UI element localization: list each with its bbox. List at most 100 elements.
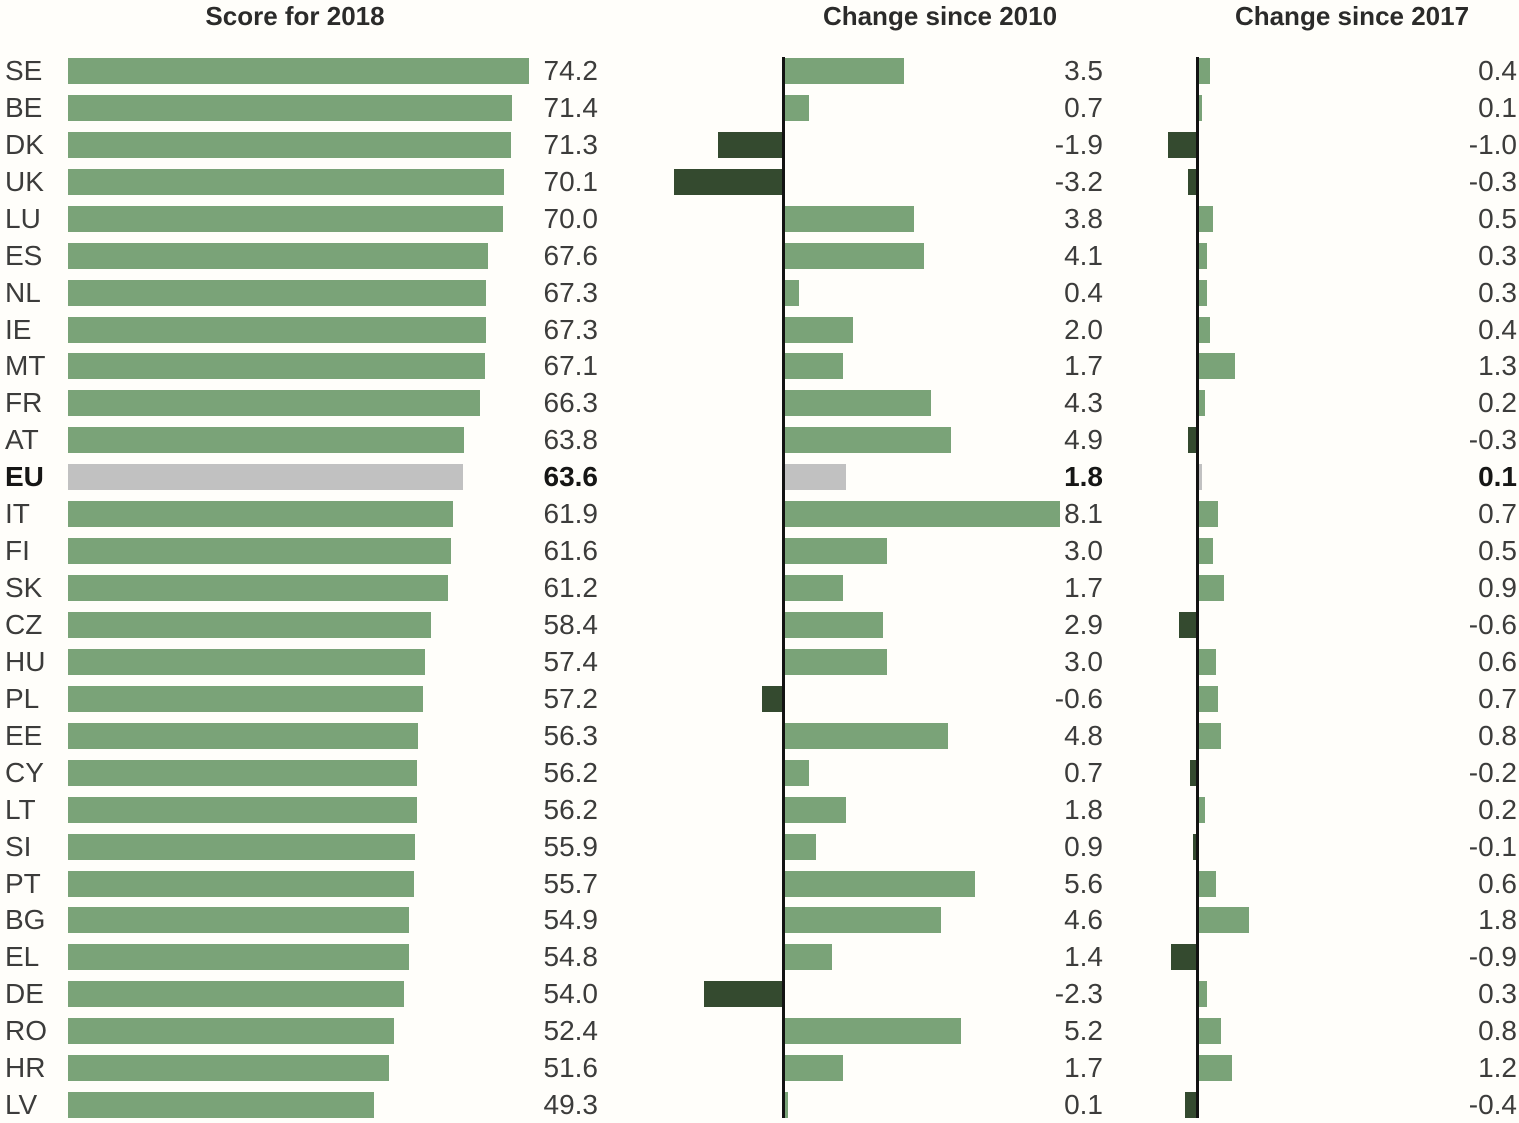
change-2010-value: 4.3 bbox=[1064, 387, 1103, 419]
change-2017-value: 0.5 bbox=[1478, 535, 1517, 567]
change-2010-bar bbox=[785, 833, 816, 860]
score-value: 57.4 bbox=[543, 645, 599, 677]
change-2010-bar bbox=[785, 58, 904, 84]
change-2010-value: 3.8 bbox=[1064, 202, 1103, 234]
score-bar bbox=[68, 1018, 394, 1045]
change-2017-bar bbox=[1184, 1092, 1196, 1118]
chart-row: EL 54.8 1.4 -0.9 bbox=[0, 941, 1519, 973]
score-value: 55.7 bbox=[543, 867, 599, 899]
change-2017-bar bbox=[1187, 427, 1196, 454]
chart-row: PL 57.2 -0.6 0.7 bbox=[0, 684, 1519, 714]
chart-row: DK 71.3 -1.9 -1.0 bbox=[0, 130, 1519, 160]
score-bar bbox=[68, 685, 424, 712]
score-bar bbox=[68, 353, 485, 380]
score-value: 71.4 bbox=[543, 91, 599, 123]
change-2010-value: 0.7 bbox=[1064, 91, 1103, 123]
change-2010-value: 0.4 bbox=[1064, 276, 1103, 308]
score-bar bbox=[68, 833, 416, 860]
change-2010-bar bbox=[785, 464, 847, 491]
country-label: HU bbox=[5, 645, 46, 677]
change-2017-value: -0.9 bbox=[1468, 941, 1517, 973]
country-label: DE bbox=[5, 978, 44, 1010]
change-2010-bar bbox=[785, 279, 799, 306]
country-label: BG bbox=[5, 904, 46, 936]
change-2010-bar bbox=[785, 1092, 789, 1118]
country-label: UK bbox=[5, 165, 44, 197]
country-label: IT bbox=[5, 498, 30, 530]
change-2017-value: 0.3 bbox=[1478, 978, 1517, 1010]
change-2010-bar bbox=[785, 316, 853, 343]
score-bar bbox=[68, 464, 464, 491]
change-2010-value: 0.1 bbox=[1064, 1089, 1103, 1120]
score-value: 63.8 bbox=[543, 424, 599, 456]
change-2010-bar bbox=[785, 242, 924, 269]
country-label: LT bbox=[5, 793, 36, 825]
chart-row: RO 52.4 5.2 0.8 bbox=[0, 1015, 1519, 1047]
panel-title-score-2018: Score for 2018 bbox=[205, 1, 385, 31]
change-2010-bar bbox=[785, 907, 941, 934]
score-value: 56.2 bbox=[543, 756, 599, 788]
change-2017-bar bbox=[1199, 205, 1213, 232]
change-2017-bar bbox=[1199, 501, 1219, 528]
score-value: 49.3 bbox=[543, 1089, 599, 1120]
change-2017-bar bbox=[1187, 168, 1196, 195]
change-2010-bar bbox=[717, 131, 782, 158]
score-value: 52.4 bbox=[543, 1015, 599, 1047]
change-2010-value: 4.1 bbox=[1064, 239, 1103, 271]
change-2017-bar bbox=[1199, 242, 1208, 269]
country-label: AT bbox=[5, 424, 39, 456]
chart-row: LU 70.0 3.8 0.5 bbox=[0, 202, 1519, 234]
change-2017-value: -0.6 bbox=[1468, 609, 1517, 640]
country-label: HR bbox=[5, 1052, 46, 1084]
country-label: SE bbox=[5, 55, 43, 86]
change-2017-value: 0.7 bbox=[1478, 498, 1517, 530]
score-value: 61.2 bbox=[543, 572, 599, 603]
chart-row: IE 67.3 2.0 0.4 bbox=[0, 315, 1519, 345]
change-2017-bar bbox=[1199, 1055, 1233, 1082]
score-value: 54.8 bbox=[543, 941, 599, 973]
change-2017-value: 0.6 bbox=[1478, 645, 1517, 677]
change-2017-value: -0.3 bbox=[1468, 165, 1517, 197]
change-2017-bar bbox=[1199, 94, 1202, 121]
score-bar bbox=[68, 242, 488, 269]
change-2010-bar bbox=[785, 353, 843, 380]
chart-row: IT 61.9 8.1 0.7 bbox=[0, 498, 1519, 530]
change-2010-value: -3.2 bbox=[1054, 165, 1103, 197]
change-2017-bar bbox=[1199, 464, 1202, 491]
chart-row: DE 54.0 -2.3 0.3 bbox=[0, 978, 1519, 1010]
change-2010-bar bbox=[785, 94, 809, 121]
change-2010-value: 2.9 bbox=[1064, 609, 1103, 640]
change-2017-value: 0.6 bbox=[1478, 867, 1517, 899]
change-2010-bar bbox=[785, 759, 809, 786]
score-value: 51.6 bbox=[543, 1052, 599, 1084]
change-2017-value: 0.3 bbox=[1478, 276, 1517, 308]
change-2010-bar bbox=[785, 944, 833, 971]
score-value: 67.1 bbox=[543, 350, 599, 382]
change-2017-value: 0.2 bbox=[1478, 387, 1517, 419]
chart-row: HU 57.4 3.0 0.6 bbox=[0, 645, 1519, 677]
score-bar bbox=[68, 390, 480, 417]
change-2017-value: 1.2 bbox=[1478, 1052, 1517, 1084]
change-2010-bar bbox=[785, 648, 887, 675]
score-value: 56.3 bbox=[543, 719, 599, 751]
change-2017-value: 0.2 bbox=[1478, 793, 1517, 825]
panel-title-change-since-2017: Change since 2017 bbox=[1234, 1, 1470, 31]
score-bar bbox=[68, 131, 511, 158]
change-2010-bar bbox=[785, 612, 884, 638]
change-2010-value: 0.9 bbox=[1064, 830, 1103, 862]
change-2010-value: 8.1 bbox=[1064, 498, 1103, 530]
change-2017-bar bbox=[1199, 796, 1205, 823]
score-bar bbox=[68, 907, 410, 934]
score-bar bbox=[68, 168, 504, 195]
change-2017-value: -0.4 bbox=[1468, 1089, 1517, 1120]
country-label: CZ bbox=[5, 609, 43, 640]
chart-row: SE 74.2 3.5 0.4 bbox=[0, 55, 1519, 86]
change-2017-bar bbox=[1199, 722, 1222, 749]
chart-row: CY 56.2 0.7 -0.2 bbox=[0, 756, 1519, 788]
change-2017-bar bbox=[1199, 58, 1211, 84]
score-value: 58.4 bbox=[543, 609, 599, 640]
score-bar bbox=[68, 648, 425, 675]
chart-row: FR 66.3 4.3 0.2 bbox=[0, 387, 1519, 419]
change-2017-bar bbox=[1170, 944, 1196, 971]
